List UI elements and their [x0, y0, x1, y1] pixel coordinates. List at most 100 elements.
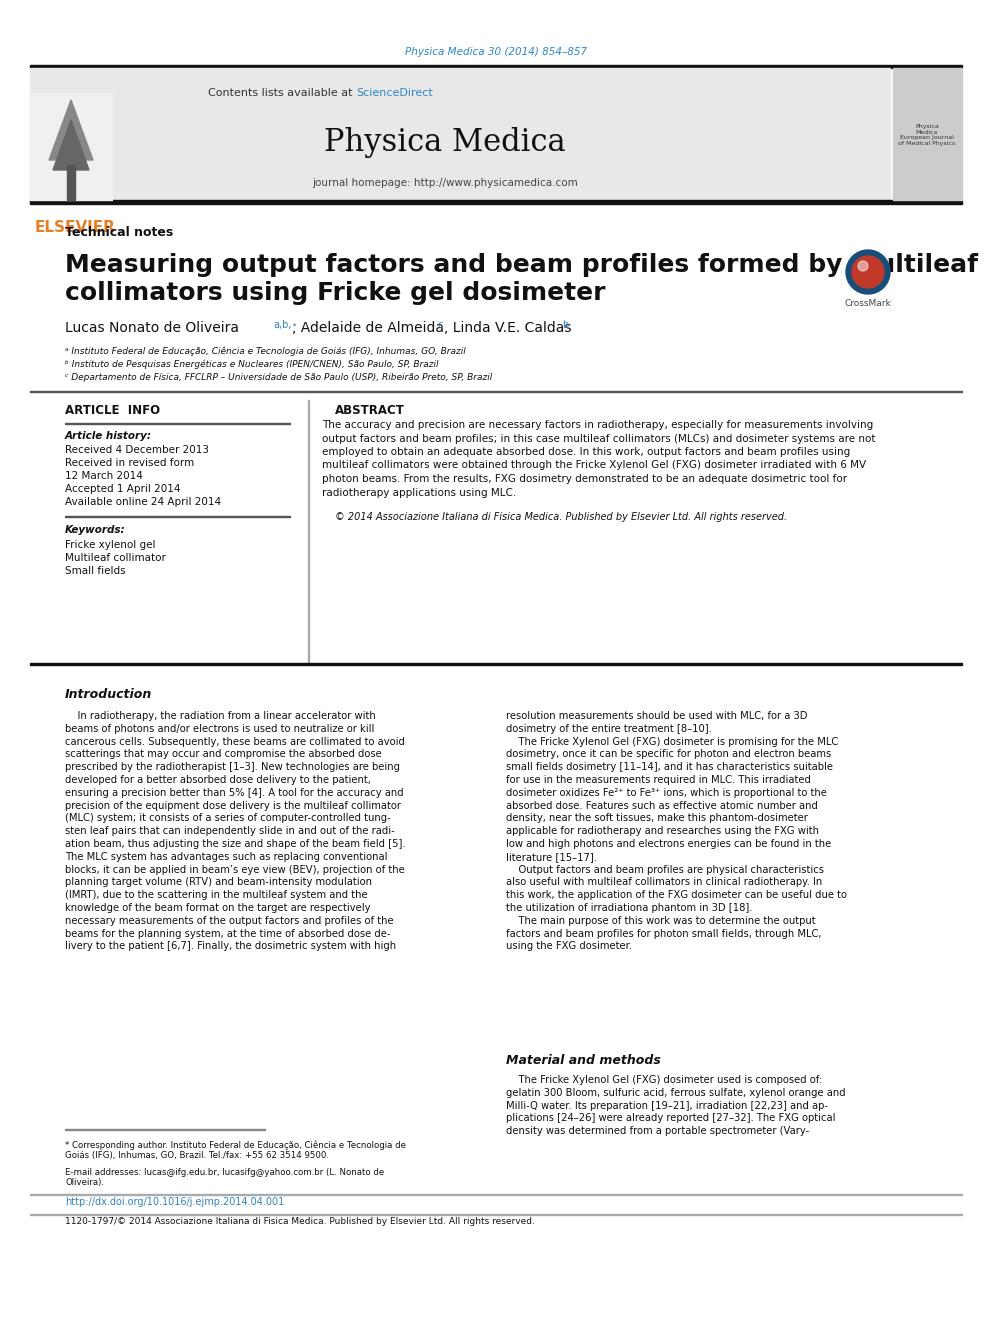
Text: ᵇ Instituto de Pesquisas Energéticas e Nucleares (IPEN/CNEN), São Paulo, SP, Bra: ᵇ Instituto de Pesquisas Energéticas e N…	[65, 360, 438, 369]
Text: © 2014 Associazione Italiana di Fisica Medica. Published by Elsevier Ltd. All ri: © 2014 Associazione Italiana di Fisica M…	[335, 512, 787, 523]
Text: (MLC) system; it consists of a series of computer-controlled tung-: (MLC) system; it consists of a series of…	[65, 814, 391, 823]
Bar	[30, 663, 962, 665]
Text: In radiotherapy, the radiation from a linear accelerator with: In radiotherapy, the radiation from a li…	[65, 710, 376, 721]
Bar	[30, 200, 962, 204]
Text: Milli-Q water. Its preparation [19–21], irradiation [22,23] and ap-: Milli-Q water. Its preparation [19–21], …	[506, 1101, 828, 1110]
Text: also useful with multileaf collimators in clinical radiotherapy. In: also useful with multileaf collimators i…	[506, 877, 822, 888]
Circle shape	[852, 255, 884, 288]
Text: , Linda V.E. Caldas: , Linda V.E. Caldas	[444, 321, 571, 335]
Text: ᶜ Departamento de Física, FFCLRP – Universidade de São Paulo (USP), Ribeirão Pre: ᶜ Departamento de Física, FFCLRP – Unive…	[65, 373, 492, 381]
Text: ABSTRACT: ABSTRACT	[335, 404, 405, 417]
Text: absorbed dose. Features such as effective atomic number and: absorbed dose. Features such as effectiv…	[506, 800, 817, 811]
Text: dosimetry of the entire treatment [8–10].: dosimetry of the entire treatment [8–10]…	[506, 724, 712, 734]
Text: The Fricke Xylenol Gel (FXG) dosimeter is promising for the MLC: The Fricke Xylenol Gel (FXG) dosimeter i…	[506, 737, 838, 746]
Text: Physica Medica 30 (2014) 854–857: Physica Medica 30 (2014) 854–857	[405, 48, 587, 57]
Text: The MLC system has advantages such as replacing conventional: The MLC system has advantages such as re…	[65, 852, 388, 861]
Text: Physica Medica: Physica Medica	[324, 127, 565, 159]
Text: 12 March 2014: 12 March 2014	[65, 471, 143, 482]
Text: dosimeter oxidizes Fe²⁺ to Fe³⁺ ions, which is proportional to the: dosimeter oxidizes Fe²⁺ to Fe³⁺ ions, wh…	[506, 787, 827, 798]
Text: , Adelaide de Almeida: , Adelaide de Almeida	[292, 321, 444, 335]
Text: employed to obtain an adequate absorbed dose. In this work, output factors and b: employed to obtain an adequate absorbed …	[322, 447, 850, 456]
Text: ensuring a precision better than 5% [4]. A tool for the accuracy and: ensuring a precision better than 5% [4].…	[65, 787, 404, 798]
Text: factors and beam profiles for photon small fields, through MLC,: factors and beam profiles for photon sma…	[506, 929, 821, 938]
Text: literature [15–17].: literature [15–17].	[506, 852, 597, 861]
Text: Contents lists available at: Contents lists available at	[208, 89, 356, 98]
Circle shape	[858, 261, 868, 271]
Text: prescribed by the radiotherapist [1–3]. New technologies are being: prescribed by the radiotherapist [1–3]. …	[65, 762, 400, 773]
Text: using the FXG dosimeter.: using the FXG dosimeter.	[506, 942, 632, 951]
Text: Available online 24 April 2014: Available online 24 April 2014	[65, 497, 221, 507]
Text: Keywords:: Keywords:	[65, 525, 126, 534]
Text: c: c	[437, 320, 442, 329]
Bar	[30, 65, 962, 67]
Text: radiotherapy applications using MLC.: radiotherapy applications using MLC.	[322, 487, 516, 497]
Text: beams of photons and/or electrons is used to neutralize or kill: beams of photons and/or electrons is use…	[65, 724, 374, 734]
Text: sten leaf pairs that can independently slide in and out of the radi-: sten leaf pairs that can independently s…	[65, 826, 395, 836]
Text: ARTICLE  INFO: ARTICLE INFO	[65, 404, 160, 417]
Text: for use in the measurements required in MLC. This irradiated: for use in the measurements required in …	[506, 775, 810, 785]
Text: Physica
Medica
European Journal
of Medical Physics: Physica Medica European Journal of Medic…	[899, 124, 955, 147]
Text: photon beams. From the results, FXG dosimetry demonstrated to be an adequate dos: photon beams. From the results, FXG dosi…	[322, 474, 847, 484]
Text: Output factors and beam profiles are physical characteristics: Output factors and beam profiles are phy…	[506, 865, 824, 875]
Text: density, near the soft tissues, make this phantom-dosimeter: density, near the soft tissues, make thi…	[506, 814, 807, 823]
Text: multileaf collimators were obtained through the Fricke Xylenol Gel (FXG) dosimet: multileaf collimators were obtained thro…	[322, 460, 866, 471]
Text: Multileaf collimator: Multileaf collimator	[65, 553, 166, 564]
Text: developed for a better absorbed dose delivery to the patient,: developed for a better absorbed dose del…	[65, 775, 371, 785]
Text: Fricke xylenol gel: Fricke xylenol gel	[65, 540, 156, 550]
Text: knowledge of the beam format on the target are respectively: knowledge of the beam format on the targ…	[65, 904, 370, 913]
Bar	[308, 400, 309, 665]
Polygon shape	[49, 101, 93, 160]
Text: dosimetry, once it can be specific for photon and electron beams: dosimetry, once it can be specific for p…	[506, 749, 831, 759]
Text: journal homepage: http://www.physicamedica.com: journal homepage: http://www.physicamedi…	[312, 179, 578, 188]
Text: ELSEVIER: ELSEVIER	[35, 221, 115, 235]
Text: Material and methods: Material and methods	[506, 1053, 661, 1066]
Text: necessary measurements of the output factors and profiles of the: necessary measurements of the output fac…	[65, 916, 394, 926]
Text: ᵃ Instituto Federal de Educação, Ciência e Tecnologia de Goiás (IFG), Inhumas, G: ᵃ Instituto Federal de Educação, Ciência…	[65, 347, 466, 356]
Text: Measuring output factors and beam profiles formed by multileaf: Measuring output factors and beam profil…	[65, 253, 978, 277]
Text: density was determined from a portable spectrometer (Vary-: density was determined from a portable s…	[506, 1126, 809, 1136]
Text: The Fricke Xylenol Gel (FXG) dosimeter used is composed of:: The Fricke Xylenol Gel (FXG) dosimeter u…	[506, 1076, 822, 1085]
Bar	[67, 165, 75, 200]
Text: Introduction: Introduction	[65, 688, 152, 700]
Text: ation beam, thus adjusting the size and shape of the beam field [5].: ation beam, thus adjusting the size and …	[65, 839, 406, 849]
Text: plications [24–26] were already reported [27–32]. The FXG optical: plications [24–26] were already reported…	[506, 1114, 835, 1123]
Text: Lucas Nonato de Oliveira: Lucas Nonato de Oliveira	[65, 321, 239, 335]
Text: the utilization of irradiationa phantom in 3D [18].: the utilization of irradiationa phantom …	[506, 904, 753, 913]
Text: Accepted 1 April 2014: Accepted 1 April 2014	[65, 484, 181, 493]
Text: (IMRT), due to the scattering in the multileaf system and the: (IMRT), due to the scattering in the mul…	[65, 890, 368, 900]
Text: Technical notes: Technical notes	[65, 226, 174, 239]
Text: The accuracy and precision are necessary factors in radiotherapy, especially for: The accuracy and precision are necessary…	[322, 419, 873, 430]
Bar	[893, 67, 962, 200]
Text: Article history:: Article history:	[65, 431, 152, 441]
Text: cancerous cells. Subsequently, these beams are collimated to avoid: cancerous cells. Subsequently, these bea…	[65, 737, 405, 746]
Text: resolution measurements should be used with MLC, for a 3D: resolution measurements should be used w…	[506, 710, 807, 721]
Circle shape	[846, 250, 890, 294]
Text: * Corresponding author. Instituto Federal de Educação, Ciência e Tecnologia de
G: * Corresponding author. Instituto Federa…	[65, 1140, 406, 1160]
Text: b: b	[562, 320, 568, 329]
Bar	[30, 93, 112, 200]
Text: this work, the application of the FXG dosimeter can be useful due to: this work, the application of the FXG do…	[506, 890, 847, 900]
Text: CrossMark: CrossMark	[844, 299, 892, 308]
Text: a,b,⋆: a,b,⋆	[273, 320, 298, 329]
Polygon shape	[53, 120, 89, 169]
Text: output factors and beam profiles; in this case multileaf collimators (MLCs) and : output factors and beam profiles; in thi…	[322, 434, 876, 443]
Text: blocks, it can be applied in beam’s eye view (BEV), projection of the: blocks, it can be applied in beam’s eye …	[65, 865, 405, 875]
Text: ScienceDirect: ScienceDirect	[356, 89, 433, 98]
Bar	[30, 67, 890, 200]
Text: E-mail addresses: lucas@ifg.edu.br, lucasifg@yahoo.com.br (L. Nonato de
Oliveira: E-mail addresses: lucas@ifg.edu.br, luca…	[65, 1168, 384, 1188]
Text: livery to the patient [6,7]. Finally, the dosimetric system with high: livery to the patient [6,7]. Finally, th…	[65, 942, 396, 951]
Text: 1120-1797/© 2014 Associazione Italiana di Fisica Medica. Published by Elsevier L: 1120-1797/© 2014 Associazione Italiana d…	[65, 1217, 535, 1226]
Text: Received 4 December 2013: Received 4 December 2013	[65, 445, 209, 455]
Text: http://dx.doi.org/10.1016/j.ejmp.2014.04.001: http://dx.doi.org/10.1016/j.ejmp.2014.04…	[65, 1197, 285, 1207]
Text: Small fields: Small fields	[65, 566, 126, 576]
Text: planning target volume (RTV) and beam-intensity modulation: planning target volume (RTV) and beam-in…	[65, 877, 372, 888]
Text: low and high photons and electrons energies can be found in the: low and high photons and electrons energ…	[506, 839, 831, 849]
Text: small fields dosimetry [11–14], and it has characteristics suitable: small fields dosimetry [11–14], and it h…	[506, 762, 833, 773]
Text: precision of the equipment dose delivery is the multileaf collimator: precision of the equipment dose delivery…	[65, 800, 401, 811]
Text: collimators using Fricke gel dosimeter: collimators using Fricke gel dosimeter	[65, 280, 605, 306]
Text: beams for the planning system, at the time of absorbed dose de-: beams for the planning system, at the ti…	[65, 929, 391, 938]
Text: Received in revised form: Received in revised form	[65, 458, 194, 468]
Text: gelatin 300 Bloom, sulfuric acid, ferrous sulfate, xylenol orange and: gelatin 300 Bloom, sulfuric acid, ferrou…	[506, 1088, 845, 1098]
Text: applicable for radiotherapy and researches using the FXG with: applicable for radiotherapy and research…	[506, 826, 819, 836]
Bar	[30, 390, 962, 392]
